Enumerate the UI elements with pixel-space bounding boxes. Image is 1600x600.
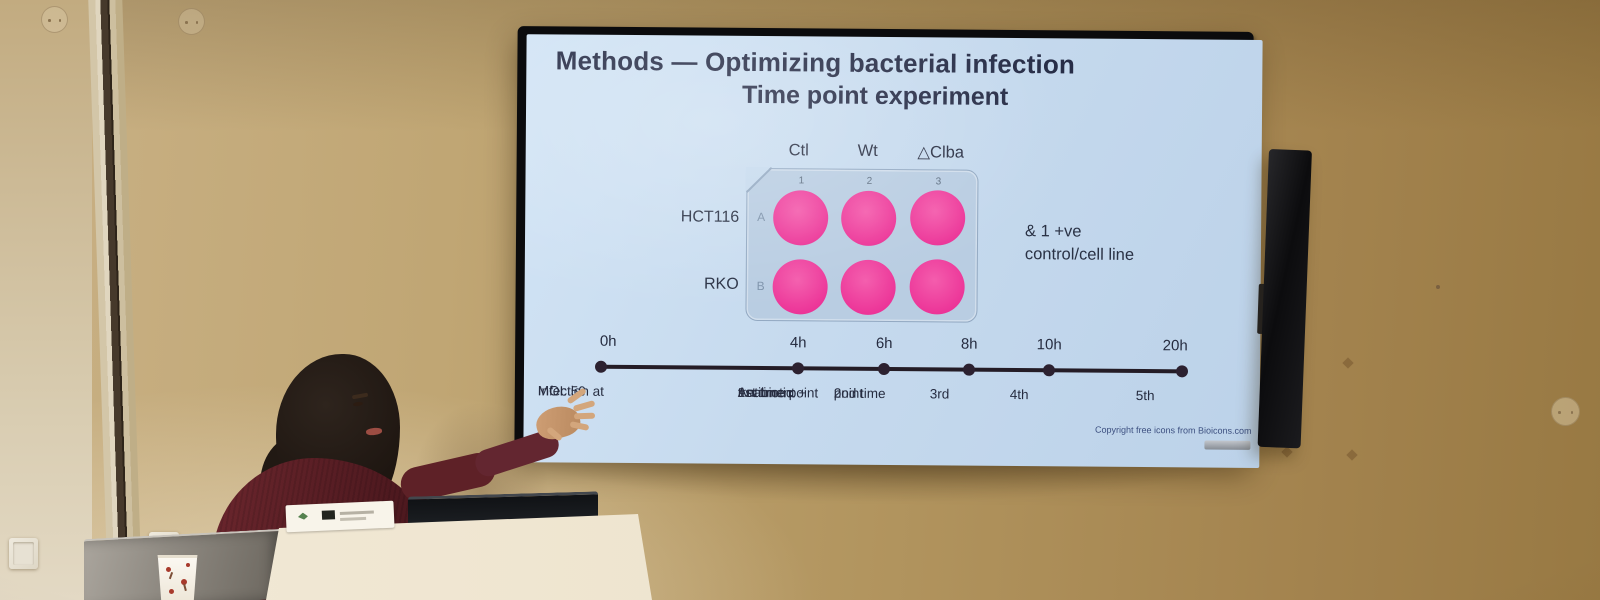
slide-annotation: control/cell line xyxy=(1024,245,1135,264)
timeline-tick: 6h xyxy=(875,334,893,353)
plate-well xyxy=(909,190,966,246)
wall-dot-mark xyxy=(1436,285,1440,289)
timeline-label-line: 5th xyxy=(1135,387,1155,404)
plate-column-header: △Clba xyxy=(917,143,965,162)
timeline-label: 3rd xyxy=(930,385,1010,401)
timeline-point xyxy=(791,362,805,375)
wall-tape-mark xyxy=(1342,357,1354,369)
slide-annotation: & 1 +ve xyxy=(1025,222,1082,241)
plate-well xyxy=(772,259,828,315)
plate-well xyxy=(909,259,965,315)
icon-credit-text: Copyright free icons from Bioicons.com xyxy=(1094,424,1252,436)
timeline-tick: 10h xyxy=(1036,336,1062,354)
timeline-point xyxy=(962,363,976,376)
timeline-point xyxy=(594,360,608,373)
timeline-label-line: 3rd xyxy=(929,386,950,402)
podium-logo-card xyxy=(285,500,395,533)
timeline-label: 2nd time point xyxy=(834,385,934,401)
tv-osd-bar xyxy=(1204,440,1251,450)
logo-text-line xyxy=(339,510,374,515)
timeline-label-line: point xyxy=(833,385,864,401)
timeline-tick: 4h xyxy=(789,334,807,352)
cup-flower-decor xyxy=(168,571,173,580)
timeline-label-line: 4th xyxy=(1009,386,1029,403)
plate-well xyxy=(840,259,896,316)
wall-outlet-cover xyxy=(178,8,205,35)
slide-screen: Methods — Optimizing bacterial infection… xyxy=(523,34,1263,468)
cup-flower-decor xyxy=(169,589,174,594)
wall-outlet-cover xyxy=(1551,397,1580,426)
plate-row-letter: B xyxy=(756,279,765,294)
timeline-tick: 8h xyxy=(960,335,978,353)
plate-row-letter: A xyxy=(757,210,766,225)
cup-flower-decor xyxy=(181,579,187,585)
logo-mark-icon xyxy=(321,510,336,520)
wall-speaker-bar xyxy=(1257,149,1312,449)
timeline-label: 4th xyxy=(1010,386,1090,402)
timeline-axis xyxy=(600,364,1185,373)
timeline-label-line: 1st time point xyxy=(737,384,819,401)
door-frame-seam xyxy=(88,0,143,600)
left-wall-panel xyxy=(0,0,92,600)
cell-line-label: RKO xyxy=(703,275,739,293)
timeline-point xyxy=(1042,364,1056,377)
plate-column-number: 2 xyxy=(866,175,873,187)
cup-flower-decor xyxy=(183,583,187,592)
logo-mark-icon xyxy=(298,512,308,519)
wall-mounted-tv: Methods — Optimizing bacterial infection… xyxy=(514,26,1263,468)
cup-flower-decor xyxy=(166,567,171,572)
light-switch xyxy=(9,538,38,569)
timeline-tick: 20h xyxy=(1162,337,1188,355)
plate-column-number: 1 xyxy=(798,175,805,187)
plate-column-number: 3 xyxy=(935,176,942,188)
timeline-point xyxy=(877,362,891,376)
cell-line-label: HCT116 xyxy=(680,208,740,226)
presenter-finger xyxy=(573,412,596,419)
wall-outlet-cover xyxy=(41,6,68,33)
cup-flower-decor xyxy=(186,563,190,567)
timeline-point xyxy=(1175,365,1189,378)
timeline-label: 5th xyxy=(1136,387,1216,403)
slide-title-line1: Methods — Optimizing bacterial infection xyxy=(555,45,1076,80)
paper-cup xyxy=(157,555,198,600)
plate-well xyxy=(840,190,897,247)
timeline-tick: 0h xyxy=(599,332,617,350)
cup-rim xyxy=(157,555,198,558)
wall-tape-mark xyxy=(1346,449,1358,461)
slide-title-line2: Time point experiment xyxy=(741,80,1009,111)
plate-well xyxy=(772,190,829,246)
timeline-label: Infection at MOI: 50 xyxy=(538,382,678,399)
logo-text-line xyxy=(340,516,367,521)
